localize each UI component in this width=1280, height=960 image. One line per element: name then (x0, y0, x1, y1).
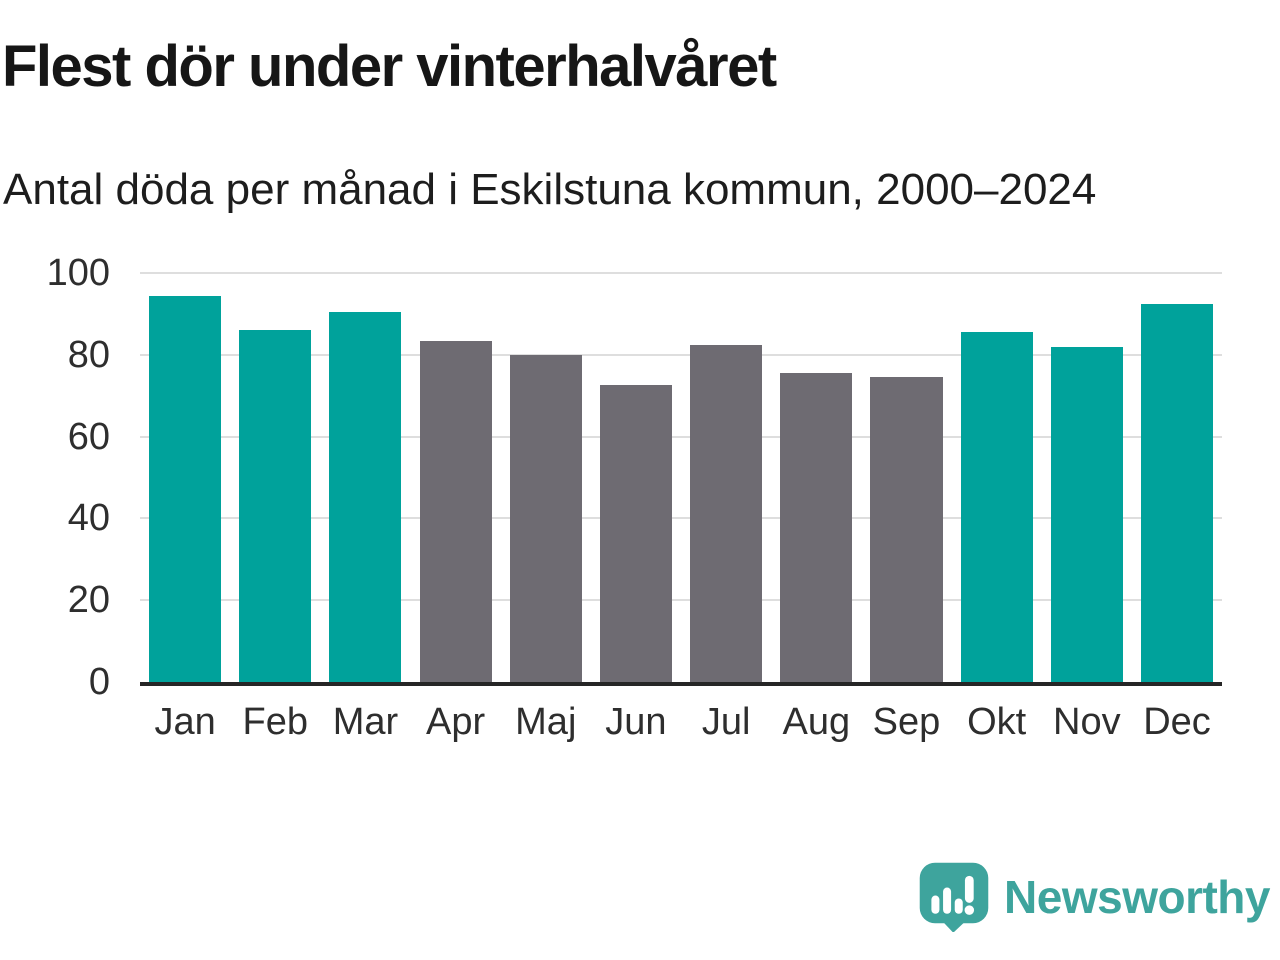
newsworthy-logo: Newsworthy (917, 862, 1270, 932)
bar-slot-nov (1042, 273, 1132, 682)
x-tick-label-sep: Sep (872, 701, 941, 743)
newsworthy-logo-icon (919, 862, 989, 932)
bars-container (140, 273, 1222, 682)
bar-aug (780, 373, 853, 682)
bar-mar (329, 311, 402, 682)
bar-dec (1140, 303, 1214, 682)
brand-wordmark: Newsworthy (1004, 871, 1270, 923)
x-tick-label-maj: Maj (515, 701, 577, 743)
y-tick-label-40: 40 (67, 497, 110, 540)
bar-jul (690, 344, 763, 682)
gridline-40 (140, 517, 1222, 520)
y-tick-label-100: 100 (46, 252, 110, 294)
plot-area (140, 272, 1222, 686)
x-tick-label-dec: Dec (1143, 701, 1211, 743)
bar-slot-feb (230, 273, 320, 682)
bar-nov (1050, 346, 1123, 682)
y-tick-label-80: 80 (67, 333, 110, 376)
bar-slot-jun (591, 273, 681, 682)
bar-jan (149, 295, 222, 682)
bar-slot-jan (140, 273, 230, 682)
bar-slot-aug (771, 273, 861, 682)
x-tick-label-jun: Jun (605, 701, 667, 743)
x-tick-label-jul: Jul (701, 701, 751, 743)
bar-apr (419, 340, 492, 682)
bar-feb (239, 330, 312, 682)
bar-maj (509, 354, 582, 682)
x-axis-labels: Jan Feb Mar Apr Maj Jun Jul Aug Sep Okt Nov Dec (140, 700, 1222, 746)
y-tick-label-20: 20 (67, 579, 110, 622)
y-tick-label-60: 60 (67, 415, 110, 458)
x-tick-label-okt: Okt (967, 701, 1027, 743)
bar-sep (870, 377, 943, 682)
x-tick-label-apr: Apr (426, 701, 486, 743)
x-tick-label-mar: Mar (332, 701, 399, 743)
bar-slot-mar (320, 273, 410, 682)
bar-slot-apr (411, 273, 501, 682)
chart-subtitle: Antal döda per månad i Eskilstuna kommun… (3, 165, 1097, 214)
gridline-80 (140, 353, 1222, 356)
bar-slot-okt (952, 273, 1042, 682)
x-tick-label-jan: Jan (154, 701, 216, 743)
x-tick-label-aug: Aug (782, 701, 851, 743)
gridline-20 (140, 599, 1222, 602)
bar-slot-sep (861, 273, 951, 682)
x-tick-label-feb: Feb (242, 701, 308, 743)
chart-title: Flest dör under vinterhalvåret (2, 34, 777, 99)
bar-slot-jul (681, 273, 771, 682)
bar-okt (960, 332, 1033, 682)
gridline-60 (140, 435, 1222, 438)
bar-slot-maj (501, 273, 591, 682)
y-tick-label-0: 0 (88, 661, 110, 703)
bar-slot-dec (1132, 273, 1222, 682)
y-axis-labels: 0 20 40 60 80 100 (0, 254, 110, 701)
gridline-100 (140, 272, 1222, 274)
x-tick-label-nov: Nov (1053, 701, 1121, 743)
bar-jun (599, 385, 672, 682)
